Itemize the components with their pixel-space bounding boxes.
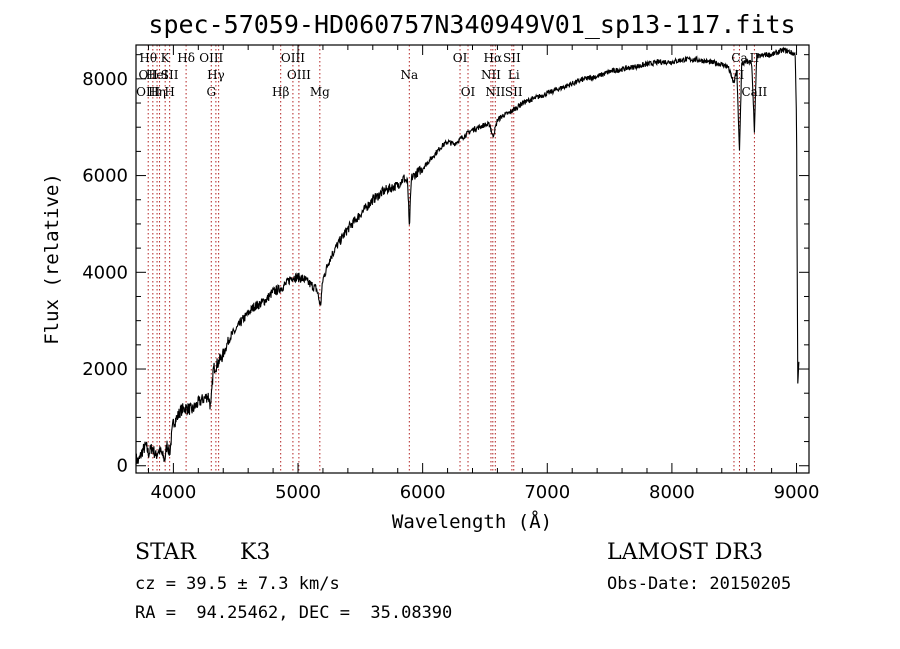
- y-tick-label: 0: [117, 456, 128, 477]
- emission-line-label: SII: [503, 51, 521, 65]
- y-tick-label: 4000: [82, 262, 128, 283]
- emission-line-label: Ca: [731, 51, 747, 65]
- emission-line-label: Hα: [484, 51, 503, 65]
- emission-line-label: K: [161, 51, 171, 65]
- y-tick-label: 2000: [82, 359, 128, 380]
- emission-line-label: OIII: [136, 85, 160, 99]
- obs-date-text: Obs-Date: 20150205: [607, 574, 792, 594]
- emission-line-markers: [147, 45, 755, 473]
- emission-line-label: OIII: [287, 68, 311, 82]
- emission-line-label: OI: [461, 85, 476, 99]
- emission-line-label: NII: [485, 85, 505, 99]
- emission-line-label: CaII: [741, 85, 767, 99]
- coords-text: RA = 94.25462, DEC = 35.08390: [135, 603, 453, 623]
- emission-line-label: Li: [508, 68, 520, 82]
- x-tick-label: 6000: [400, 482, 446, 503]
- emission-line-label: OIII: [281, 51, 305, 65]
- chart-title: spec-57059-HD060757N340949V01_sp13-117.f…: [148, 10, 795, 39]
- emission-line-label: Hη: [148, 85, 166, 99]
- emission-line-label: NII: [481, 68, 501, 82]
- x-tick-label: 8000: [649, 482, 695, 503]
- emission-line-label: Na: [400, 68, 418, 82]
- redshift-text: cz = 39.5 ± 7.3 km/s: [135, 574, 340, 594]
- y-tick-label: 8000: [82, 69, 128, 90]
- x-tick-label: 7000: [524, 482, 570, 503]
- x-tick-label: 5000: [275, 482, 321, 503]
- emission-line-label: OIII: [199, 51, 223, 65]
- emission-line-label: Hβ: [272, 85, 289, 99]
- emission-line-label: Hδ: [177, 51, 195, 65]
- emission-line-label: SII: [505, 85, 523, 99]
- emission-line-label: H: [164, 85, 174, 99]
- y-axis-label: Flux (relative): [41, 173, 63, 345]
- spectrum-chart: spec-57059-HD060757N340949V01_sp13-117.f…: [41, 10, 820, 533]
- flux-series-line: [135, 46, 800, 465]
- emission-line-label: II: [750, 51, 760, 65]
- emission-line-label: HeI: [146, 68, 169, 82]
- emission-line-label: OI: [453, 51, 468, 65]
- emission-line-label: G: [206, 85, 216, 99]
- emission-line-label: II: [735, 68, 745, 82]
- emission-line-label: Hθ: [139, 51, 157, 65]
- x-tick-label: 9000: [774, 482, 820, 503]
- survey-label: LAMOST DR3: [607, 540, 763, 565]
- y-tick-label: 6000: [82, 166, 128, 187]
- class-label: STAR: [135, 540, 196, 565]
- x-tick-label: 4000: [150, 482, 196, 503]
- x-axis-label: Wavelength (Å): [392, 510, 552, 533]
- subclass-label: K3: [240, 540, 271, 565]
- y-axis-ticks: 0 2000 4000 6000 8000: [82, 54, 809, 477]
- emission-line-label: Hγ: [207, 68, 225, 82]
- x-axis-ticks: 4000 5000 6000 7000 8000 9000: [147, 45, 820, 503]
- plot-frame: [135, 44, 810, 474]
- emission-line-label: Mg: [310, 85, 330, 99]
- emission-line-label: SII: [161, 68, 179, 82]
